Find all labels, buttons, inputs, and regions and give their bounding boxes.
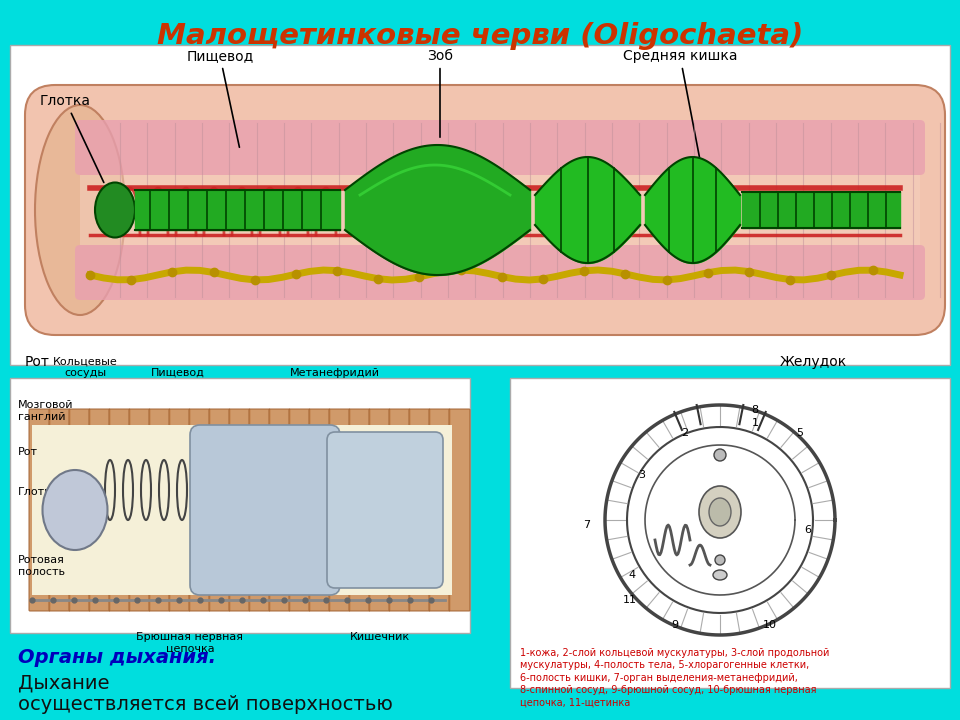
- Text: Мозговой
ганглий: Мозговой ганглий: [18, 400, 74, 422]
- Text: 9: 9: [671, 620, 679, 630]
- FancyBboxPatch shape: [289, 409, 310, 611]
- FancyBboxPatch shape: [269, 409, 290, 611]
- FancyBboxPatch shape: [249, 409, 270, 611]
- Text: Зоб: Зоб: [258, 490, 281, 503]
- FancyBboxPatch shape: [49, 409, 70, 611]
- FancyBboxPatch shape: [189, 409, 210, 611]
- Text: 3: 3: [638, 470, 645, 480]
- Text: Рот: Рот: [25, 355, 50, 369]
- Text: Рот: Рот: [18, 447, 38, 457]
- Text: 5: 5: [797, 428, 804, 438]
- FancyBboxPatch shape: [327, 432, 443, 588]
- Ellipse shape: [42, 470, 108, 550]
- Ellipse shape: [709, 498, 731, 526]
- Text: 6: 6: [804, 525, 811, 535]
- FancyBboxPatch shape: [369, 409, 390, 611]
- FancyBboxPatch shape: [510, 378, 950, 688]
- FancyBboxPatch shape: [149, 409, 170, 611]
- Ellipse shape: [699, 486, 741, 538]
- FancyBboxPatch shape: [409, 409, 430, 611]
- FancyBboxPatch shape: [209, 409, 230, 611]
- Text: Малощетинковые черви (Oligochaeta): Малощетинковые черви (Oligochaeta): [156, 22, 804, 50]
- Text: Желудок: Желудок: [340, 490, 400, 503]
- FancyBboxPatch shape: [80, 175, 920, 245]
- Text: 8: 8: [752, 405, 758, 415]
- FancyBboxPatch shape: [25, 85, 945, 335]
- FancyBboxPatch shape: [29, 409, 50, 611]
- FancyBboxPatch shape: [429, 409, 450, 611]
- FancyBboxPatch shape: [129, 409, 150, 611]
- FancyBboxPatch shape: [69, 409, 90, 611]
- Text: 11: 11: [623, 595, 637, 605]
- Text: Кольцевые
сосуды: Кольцевые сосуды: [53, 356, 117, 378]
- Text: Метанефридий: Метанефридий: [290, 368, 380, 378]
- Text: Желудок: Желудок: [780, 355, 848, 369]
- FancyBboxPatch shape: [190, 425, 340, 595]
- Text: 2: 2: [682, 428, 688, 438]
- FancyBboxPatch shape: [349, 409, 370, 611]
- Text: Глотка: Глотка: [40, 94, 104, 182]
- FancyBboxPatch shape: [329, 409, 350, 611]
- Text: Средняя кишка: Средняя кишка: [623, 49, 737, 157]
- Text: 7: 7: [584, 520, 590, 530]
- FancyBboxPatch shape: [75, 120, 925, 175]
- Text: Пищевод: Пищевод: [186, 49, 253, 148]
- FancyBboxPatch shape: [169, 409, 190, 611]
- Ellipse shape: [715, 555, 725, 565]
- Text: 4: 4: [629, 570, 636, 580]
- Text: Органы дыхания.: Органы дыхания.: [18, 648, 216, 667]
- FancyBboxPatch shape: [449, 409, 470, 611]
- Text: Глотка: Глотка: [18, 487, 59, 497]
- FancyBboxPatch shape: [10, 378, 470, 633]
- FancyBboxPatch shape: [89, 409, 110, 611]
- Text: 10: 10: [763, 620, 777, 630]
- Text: Дыхание
осуществляется всей поверхностью
тела.: Дыхание осуществляется всей поверхностью…: [18, 673, 393, 720]
- Text: 1: 1: [752, 418, 758, 428]
- Text: Брюшная нервная
цепочка: Брюшная нервная цепочка: [136, 632, 244, 654]
- FancyBboxPatch shape: [229, 409, 250, 611]
- Text: Зоб: Зоб: [427, 49, 453, 138]
- Ellipse shape: [35, 105, 125, 315]
- Ellipse shape: [714, 449, 726, 461]
- Text: Кишечник: Кишечник: [350, 632, 410, 642]
- FancyBboxPatch shape: [109, 409, 130, 611]
- FancyBboxPatch shape: [309, 409, 330, 611]
- FancyBboxPatch shape: [75, 245, 925, 300]
- FancyBboxPatch shape: [10, 45, 950, 365]
- Ellipse shape: [95, 182, 135, 238]
- Ellipse shape: [713, 570, 727, 580]
- Text: Ротовая
полость: Ротовая полость: [18, 555, 65, 577]
- FancyBboxPatch shape: [389, 409, 410, 611]
- Text: Пищевод: Пищевод: [151, 368, 204, 378]
- FancyBboxPatch shape: [32, 425, 452, 595]
- Text: 1-кожа, 2-слой кольцевой мускулатуры, 3-слой продольной
мускулатуры, 4-полость т: 1-кожа, 2-слой кольцевой мускулатуры, 3-…: [520, 648, 829, 708]
